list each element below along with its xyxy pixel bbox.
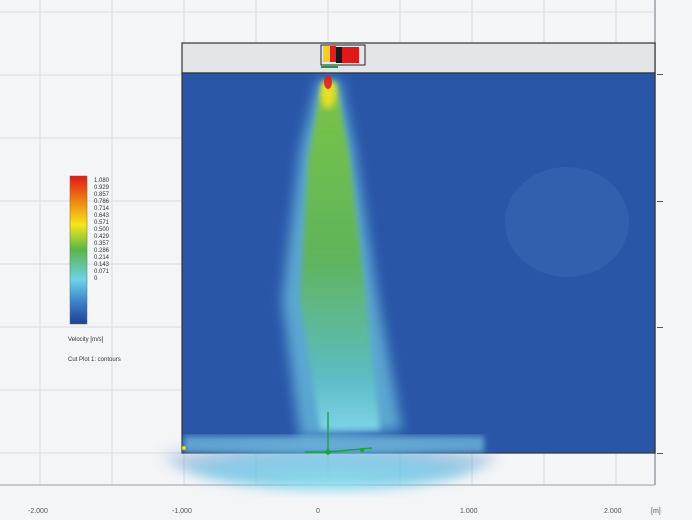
legend-value: 0.429 (94, 234, 110, 240)
jet-tip-red (324, 75, 332, 89)
nozzle[interactable] (320, 44, 366, 68)
legend-value: 1.080 (94, 178, 110, 184)
legend-value: 0.500 (94, 227, 110, 233)
legend-value: 0.929 (94, 185, 110, 191)
legend-value: 0.786 (94, 199, 110, 205)
floor-band (184, 436, 484, 452)
legend-quantity: Velocity [m/s] (68, 337, 104, 343)
legend-value: 0.357 (94, 241, 110, 247)
origin-marker (182, 446, 186, 450)
legend-value: 0.286 (94, 248, 110, 254)
legend-value: 0.714 (94, 206, 110, 212)
axis-tick-label: 0 (316, 508, 320, 515)
edge-markers (657, 74, 663, 454)
jet-tip-yellow (322, 81, 334, 109)
axis-tick-label: -1.000 (172, 508, 192, 515)
velocity-vectors (305, 412, 373, 455)
legend-colorbar (69, 175, 88, 325)
axis-tick-label: -2.000 (28, 508, 48, 515)
axis-unit: [m] (651, 508, 661, 515)
legend-value: 0.143 (94, 262, 110, 268)
cut-plot-name: Cut Plot 1: contours (68, 357, 121, 363)
domain-top-band[interactable] (181, 42, 656, 74)
legend-value: 0.857 (94, 192, 110, 198)
legend-value: 0.071 (94, 269, 110, 275)
legend-value: 0.214 (94, 255, 110, 261)
legend-labels: 1.080 0.929 0.857 0.786 0.714 0.643 0.571 0.500… (94, 178, 154, 283)
legend-value: 0 (94, 276, 98, 282)
legend-value: 0.571 (94, 220, 110, 226)
axis-tick-label: 1.000 (460, 508, 478, 515)
legend-value: 0.643 (94, 213, 110, 219)
axis-tick-label: 2.000 (604, 508, 622, 515)
jet-core (300, 82, 380, 430)
circular-feature (505, 167, 629, 277)
